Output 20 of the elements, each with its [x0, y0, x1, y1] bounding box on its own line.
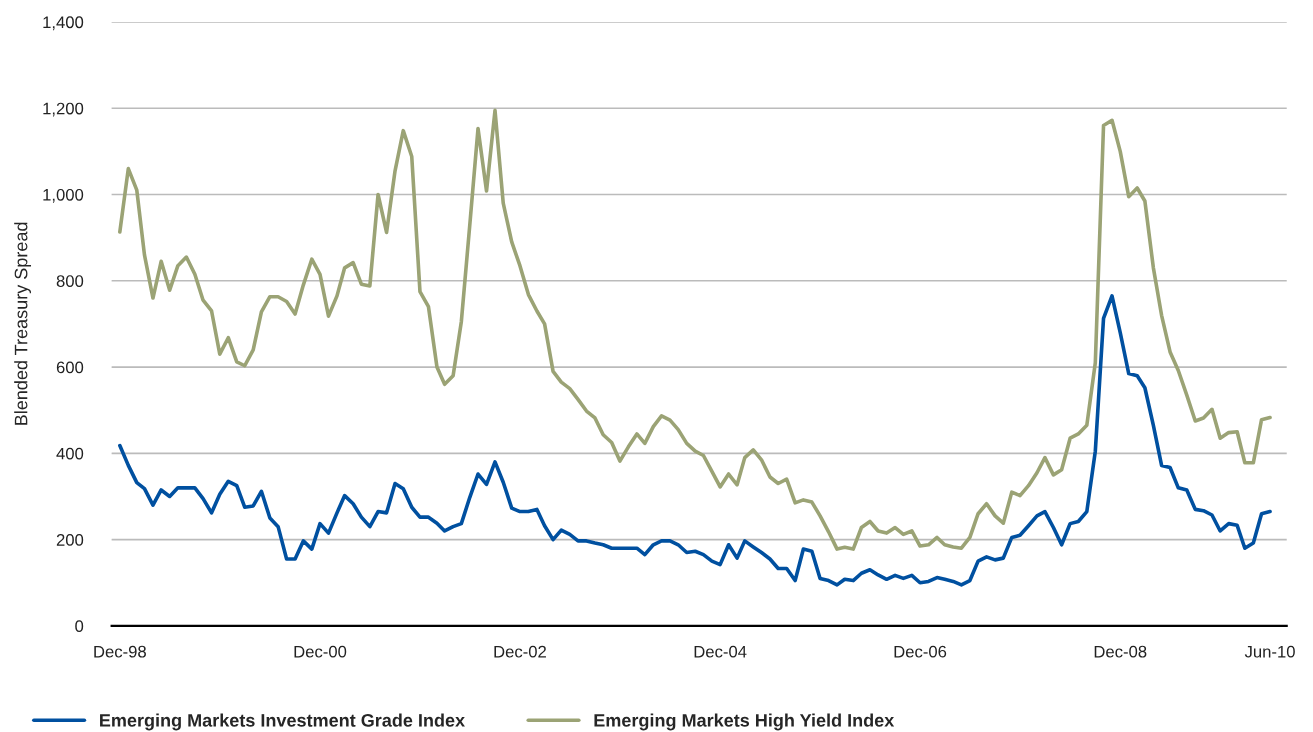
- x-tick-label: Dec-06: [894, 645, 947, 658]
- legend-label: Emerging Markets Investment Grade Index: [100, 713, 465, 731]
- y-tick-label: 600: [56, 361, 84, 374]
- y-tick-label: 1,400: [43, 16, 84, 31]
- x-tick-label: Dec-08: [1094, 645, 1147, 658]
- y-axis-title: Blended Treasury Spread: [14, 222, 32, 425]
- y-tick-label: 1,200: [43, 102, 84, 117]
- x-tick-label: Jun-10: [1244, 645, 1295, 658]
- y-tick-label: 0: [75, 620, 84, 633]
- y-tick-label: 400: [56, 447, 84, 460]
- y-tick-label: 1,000: [43, 188, 84, 203]
- line-series: [118, 294, 1272, 587]
- x-tick-label: Dec-04: [694, 645, 747, 658]
- y-tick-label: 800: [56, 275, 84, 287]
- x-tick-label: Dec-02: [494, 645, 546, 658]
- legend-label: Emerging Markets High Yield Index: [594, 713, 895, 731]
- line-series: [118, 108, 1272, 551]
- y-tick-label: 200: [56, 533, 84, 546]
- x-tick-label: Dec-98: [94, 645, 146, 658]
- x-tick-label: Dec-00: [294, 645, 347, 658]
